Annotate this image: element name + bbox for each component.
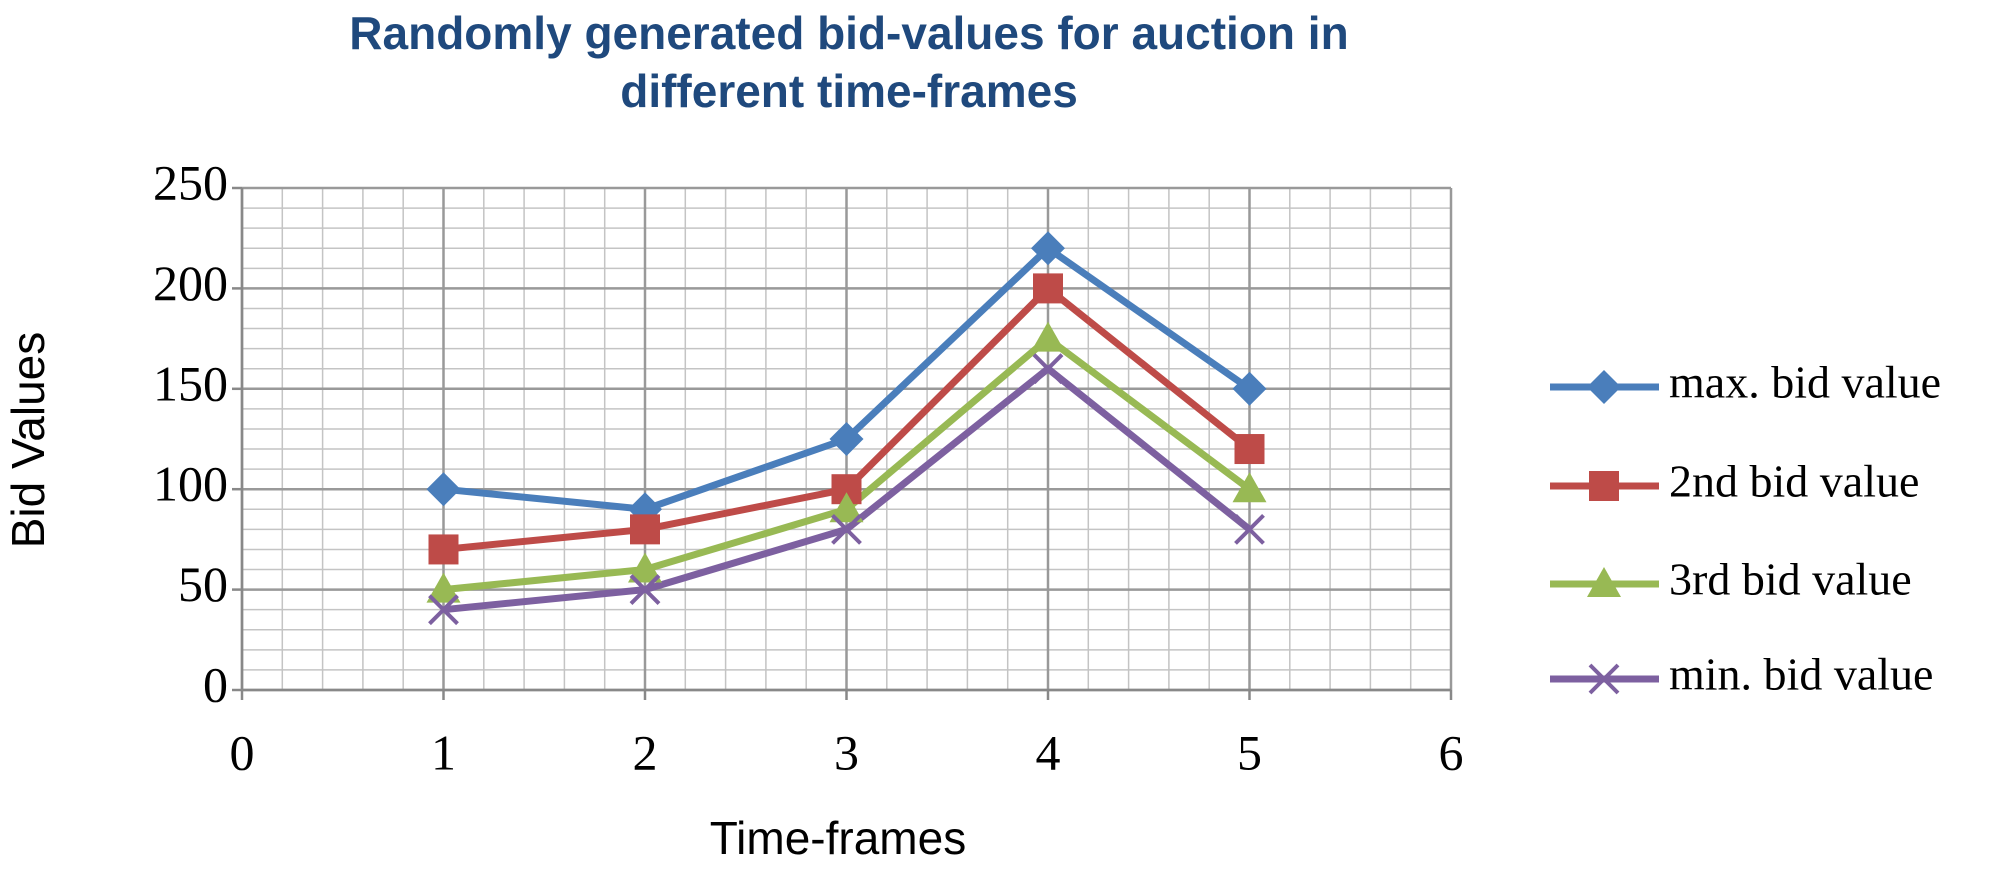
y-axis-title: Bid Values	[2, 332, 54, 549]
y-tick-label: 150	[153, 355, 228, 411]
legend-label: min. bid value	[1669, 649, 1933, 700]
y-tick-label: 0	[203, 656, 228, 712]
marker	[1232, 472, 1267, 503]
y-tick-label: 100	[153, 456, 228, 512]
marker	[1232, 371, 1267, 406]
marker	[426, 472, 461, 507]
legend-marker	[1589, 471, 1619, 501]
legend-marker	[1588, 663, 1620, 695]
x-tick-label: 3	[834, 724, 859, 780]
marker	[428, 534, 459, 565]
y-tick-label: 50	[178, 556, 228, 612]
marker	[629, 574, 661, 606]
legend-label: 3rd bid value	[1669, 554, 1912, 605]
marker	[829, 422, 864, 456]
marker	[1033, 273, 1063, 304]
x-tick-label: 0	[230, 724, 255, 780]
x-tick-label: 2	[633, 724, 658, 780]
marker	[1234, 513, 1265, 545]
marker	[1031, 321, 1065, 352]
marker	[1032, 353, 1064, 385]
x-tick-label: 1	[431, 724, 456, 780]
x-tick-label: 4	[1036, 724, 1061, 780]
y-tick-label: 250	[153, 154, 228, 210]
marker	[628, 492, 662, 527]
marker	[426, 572, 461, 603]
chart-title: Randomly generated bid-values for auctio…	[349, 7, 1349, 117]
marker	[831, 513, 862, 545]
marker	[1031, 231, 1065, 266]
marker	[628, 552, 662, 583]
marker	[428, 594, 459, 626]
y-tick-label: 200	[153, 255, 228, 311]
legend-marker	[1587, 370, 1621, 404]
x-tick-label: 5	[1237, 724, 1262, 780]
legend-label: max. bid value	[1669, 357, 1941, 408]
legend-marker	[1587, 567, 1621, 597]
x-axis-title: Time-frames	[710, 812, 966, 864]
marker	[829, 492, 864, 523]
x-tick-label: 6	[1439, 724, 1464, 780]
marker	[630, 514, 660, 545]
marker	[1234, 434, 1265, 465]
legend-label: 2nd bid value	[1669, 456, 1919, 507]
